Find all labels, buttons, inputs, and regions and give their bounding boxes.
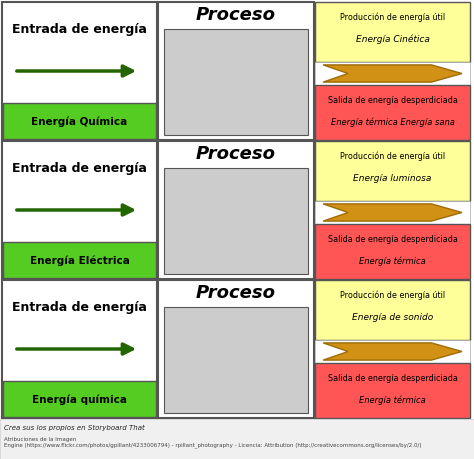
- Text: Energía química: Energía química: [32, 394, 127, 405]
- Bar: [315, 141, 470, 201]
- Bar: [158, 141, 314, 279]
- Bar: [2, 2, 157, 140]
- Bar: [315, 363, 470, 418]
- Text: Entrada de energía: Entrada de energía: [12, 23, 147, 36]
- Bar: [2, 280, 157, 418]
- Text: Producción de energía útil: Producción de energía útil: [340, 12, 445, 22]
- Polygon shape: [323, 343, 462, 360]
- Polygon shape: [323, 65, 462, 82]
- Bar: [158, 2, 314, 140]
- Bar: [315, 280, 470, 340]
- Text: Salida de energía desperdiciada: Salida de energía desperdiciada: [328, 96, 457, 105]
- Text: Proceso: Proceso: [196, 145, 276, 163]
- Text: Proceso: Proceso: [196, 6, 276, 24]
- Bar: [3, 242, 156, 278]
- Bar: [0, 419, 474, 459]
- Text: Energía térmica Energía sana: Energía térmica Energía sana: [330, 118, 455, 127]
- Bar: [2, 141, 157, 279]
- Bar: [315, 85, 470, 140]
- Bar: [164, 307, 308, 413]
- Text: Energía Química: Energía Química: [31, 116, 128, 127]
- Text: Crea sus los propios en Storyboard That: Crea sus los propios en Storyboard That: [4, 425, 145, 431]
- Text: Energía luminosa: Energía luminosa: [353, 174, 432, 183]
- Bar: [315, 201, 470, 224]
- Bar: [315, 2, 470, 62]
- Polygon shape: [323, 204, 462, 221]
- Text: Proceso: Proceso: [196, 284, 276, 302]
- Bar: [164, 168, 308, 274]
- Text: Producción de energía útil: Producción de energía útil: [340, 290, 445, 300]
- Bar: [315, 224, 470, 279]
- Bar: [3, 381, 156, 417]
- Text: Energía térmica: Energía térmica: [359, 396, 426, 405]
- Text: Energía de sonido: Energía de sonido: [352, 313, 433, 322]
- Text: Producción de energía útil: Producción de energía útil: [340, 151, 445, 161]
- Bar: [315, 62, 470, 85]
- Text: Entrada de energía: Entrada de energía: [12, 301, 147, 314]
- Bar: [3, 103, 156, 139]
- Text: Salida de energía desperdiciada: Salida de energía desperdiciada: [328, 374, 457, 383]
- Bar: [315, 340, 470, 363]
- Bar: [164, 29, 308, 135]
- Text: Energía Eléctrica: Energía Eléctrica: [29, 255, 129, 266]
- Bar: [158, 280, 314, 418]
- Text: Energía Cinética: Energía Cinética: [356, 34, 429, 44]
- Text: Salida de energía desperdiciada: Salida de energía desperdiciada: [328, 235, 457, 244]
- Text: Atribuciones de la Imagen
Engine (https://www.flickr.com/photos/gpillant/4233006: Atribuciones de la Imagen Engine (https:…: [4, 437, 421, 448]
- Text: Energía térmica: Energía térmica: [359, 257, 426, 266]
- Text: Entrada de energía: Entrada de energía: [12, 162, 147, 175]
